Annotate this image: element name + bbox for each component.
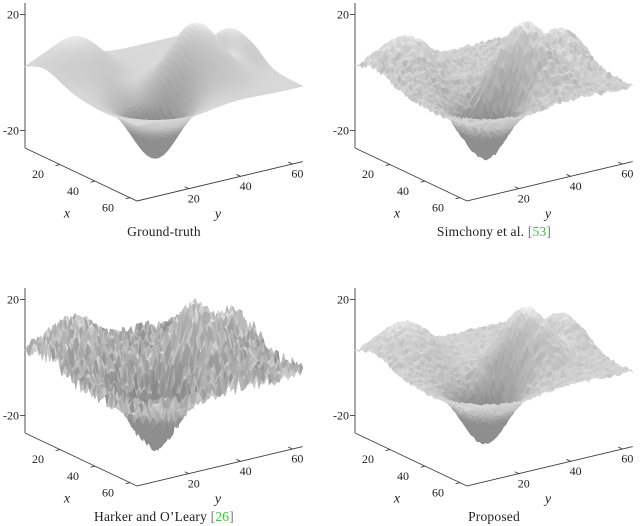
- caption-text: Proposed: [468, 509, 520, 524]
- cite-open-bracket: [: [210, 509, 216, 524]
- caption-text: Ground-truth: [127, 224, 201, 239]
- caption-simchony: Simchony et al. [53]: [437, 224, 551, 240]
- cite-close-bracket: ]: [546, 224, 552, 239]
- caption-proposed: Proposed[]: [468, 509, 520, 525]
- cite-open-bracket: [: [527, 224, 533, 239]
- caption-ground-truth: Ground-truth[]: [127, 224, 201, 240]
- cite-close-bracket: ]: [229, 509, 234, 524]
- cite-number: 26: [215, 509, 230, 524]
- caption-text: Harker and O’Leary: [94, 509, 211, 524]
- caption-harker-oleary: Harker and O’Leary [26]: [94, 509, 234, 525]
- caption-text: Simchony et al.: [436, 224, 528, 239]
- cite-number: 53: [532, 224, 547, 239]
